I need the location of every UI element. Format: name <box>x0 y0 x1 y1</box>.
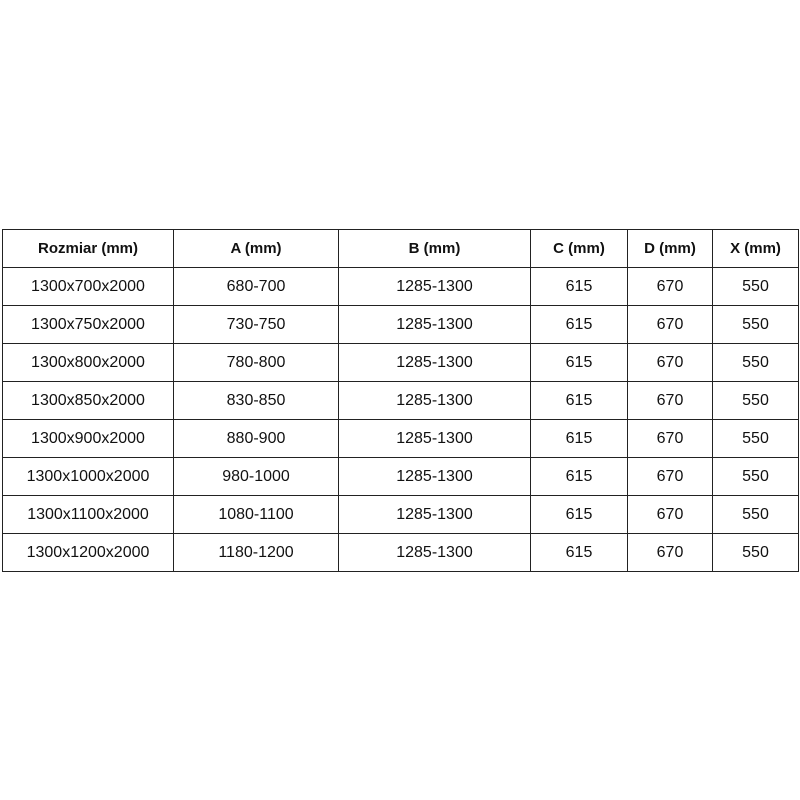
table-cell: 670 <box>627 419 713 458</box>
table-cell: 670 <box>627 267 713 306</box>
table-cell: 1300x1100x2000 <box>2 495 174 534</box>
table-cell: 550 <box>712 305 799 344</box>
table-cell: 550 <box>712 533 799 572</box>
table-cell: 1285-1300 <box>338 419 531 458</box>
table-cell: 1300x1000x2000 <box>2 457 174 496</box>
table-cell: 980-1000 <box>173 457 339 496</box>
table-cell: 670 <box>627 495 713 534</box>
table-cell: 615 <box>530 495 628 534</box>
table-cell: 1285-1300 <box>338 267 531 306</box>
table-cell: 615 <box>530 419 628 458</box>
column-header: A (mm) <box>173 229 339 268</box>
table-row: 1300x800x2000 780-800 1285-1300 615 670 550 <box>2 343 799 382</box>
table-cell: 615 <box>530 457 628 496</box>
table-cell: 1285-1300 <box>338 457 531 496</box>
dimensions-table: Rozmiar (mm) A (mm) B (mm) C (mm) D (mm) X (m… <box>2 229 799 572</box>
table-cell: 550 <box>712 381 799 420</box>
table-row: 1300x1000x2000 980-1000 1285-1300 615 670 550 <box>2 457 799 496</box>
column-header: B (mm) <box>338 229 531 268</box>
column-header: X (mm) <box>712 229 799 268</box>
table-cell: 670 <box>627 533 713 572</box>
header-row: Rozmiar (mm) A (mm) B (mm) C (mm) D (mm) X (m… <box>2 229 799 268</box>
table-row: 1300x750x2000 730-750 1285-1300 615 670 550 <box>2 305 799 344</box>
table-cell: 780-800 <box>173 343 339 382</box>
table-cell: 1285-1300 <box>338 495 531 534</box>
column-header: Rozmiar (mm) <box>2 229 174 268</box>
table-cell: 1285-1300 <box>338 343 531 382</box>
table-cell: 615 <box>530 267 628 306</box>
table-cell: 1080-1100 <box>173 495 339 534</box>
table-cell: 1285-1300 <box>338 305 531 344</box>
table-cell: 670 <box>627 457 713 496</box>
table-row: 1300x1100x2000 1080-1100 1285-1300 615 670 55… <box>2 495 799 534</box>
table-cell: 550 <box>712 457 799 496</box>
table-cell: 615 <box>530 343 628 382</box>
table-cell: 1300x850x2000 <box>2 381 174 420</box>
table-cell: 615 <box>530 533 628 572</box>
table-cell: 1300x700x2000 <box>2 267 174 306</box>
table-row: 1300x900x2000 880-900 1285-1300 615 670 550 <box>2 419 799 458</box>
column-header: C (mm) <box>530 229 628 268</box>
table-cell: 550 <box>712 267 799 306</box>
table-cell: 670 <box>627 305 713 344</box>
table-cell: 550 <box>712 343 799 382</box>
table-cell: 670 <box>627 381 713 420</box>
table-cell: 1285-1300 <box>338 381 531 420</box>
table-cell: 615 <box>530 305 628 344</box>
table-cell: 1285-1300 <box>338 533 531 572</box>
table-cell: 1300x1200x2000 <box>2 533 174 572</box>
table-cell: 830-850 <box>173 381 339 420</box>
table-cell: 550 <box>712 495 799 534</box>
table-cell: 880-900 <box>173 419 339 458</box>
table-cell: 1300x750x2000 <box>2 305 174 344</box>
table-row: 1300x1200x2000 1180-1200 1285-1300 615 670 55… <box>2 533 799 572</box>
table-cell: 1300x800x2000 <box>2 343 174 382</box>
table-cell: 615 <box>530 381 628 420</box>
column-header: D (mm) <box>627 229 713 268</box>
table-cell: 550 <box>712 419 799 458</box>
table-cell: 670 <box>627 343 713 382</box>
table-cell: 1300x900x2000 <box>2 419 174 458</box>
table-cell: 1180-1200 <box>173 533 339 572</box>
table-row: 1300x700x2000 680-700 1285-1300 615 670 550 <box>2 267 799 306</box>
table-cell: 730-750 <box>173 305 339 344</box>
table-cell: 680-700 <box>173 267 339 306</box>
table-row: 1300x850x2000 830-850 1285-1300 615 670 550 <box>2 381 799 420</box>
